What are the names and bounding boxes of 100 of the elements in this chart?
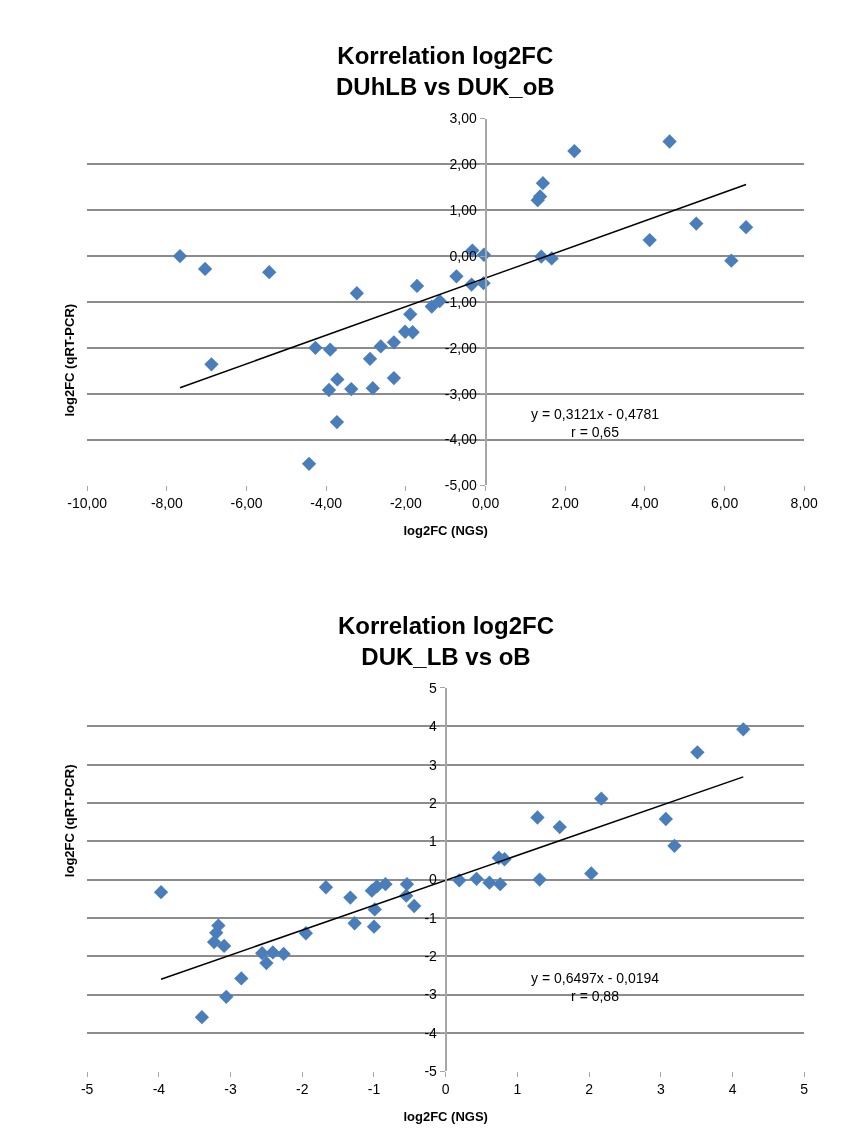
point [373,339,388,354]
point [469,871,484,886]
x-tick-label: 4 [728,1081,737,1097]
y-tick-label: 2 [429,794,438,811]
point [530,810,545,825]
x-tick-label: -8,00 [150,495,183,512]
x-tick-label: 0,00 [471,495,500,512]
x-tick-label: 3 [656,1081,665,1097]
y-tick-label: 5 [429,679,438,696]
point [276,946,291,962]
point [206,934,222,950]
point [432,293,447,309]
point [216,938,232,954]
x-tick-label: 8,00 [790,495,819,512]
x-tick-label: -4,00 [310,495,343,512]
x-tick-label: -2 [296,1081,309,1097]
y-tick-label: 1,00 [449,202,477,219]
y-tick-label: -3,00 [444,385,477,402]
y-tick-label: 4 [429,718,438,735]
y-axis-title: log2FC (qRT-PCR) [61,303,77,417]
point [386,335,402,350]
y-tick-label: -4,00 [444,431,477,448]
point [254,946,270,961]
x-tick-label: -1 [367,1081,381,1097]
point [344,381,359,397]
y-tick-label: -3 [424,986,438,1003]
point [407,898,422,914]
point [349,286,365,301]
point [153,885,169,900]
y-tick-label: 3 [429,756,438,773]
point [658,811,673,827]
x-tick-label: -6,00 [230,495,263,512]
annotation: y = 0,3121x - 0,4781 r = 0,65 [531,406,660,441]
point [219,989,234,1004]
point [594,791,609,806]
x-tick-label: -2,00 [389,495,423,512]
y-tick-label: -1,00 [444,293,477,310]
point [399,877,415,892]
point [535,176,551,191]
point [449,269,464,284]
x-tick-label: 2,00 [551,495,580,512]
point [194,1010,210,1025]
point [318,880,334,895]
point [738,220,754,235]
point [567,143,582,159]
point [424,299,439,314]
point [378,877,393,892]
point [197,261,213,277]
point [667,838,682,853]
point [323,342,338,357]
point [724,253,739,268]
y-tick-label: 3,00 [449,110,477,127]
point [262,265,277,280]
point [321,382,337,398]
x-tick-label: -4 [152,1081,166,1097]
point [689,216,704,231]
chart-title: Korrelation log2FC DUK_LB vs oB [338,612,555,671]
point [362,351,378,366]
point [308,340,323,355]
x-tick-label: 4,00 [631,495,659,512]
point [330,372,345,387]
y-tick-label: 0 [429,871,438,888]
point [584,866,599,881]
x-tick-label: 6,00 [710,495,739,512]
y-tick-label: -2,00 [444,339,477,356]
y-tick-label: 2,00 [449,156,477,173]
point [298,926,314,941]
point [301,456,317,471]
point [365,381,380,396]
y-tick-label: 1 [429,833,438,850]
point [493,877,508,892]
point [265,945,281,960]
x-tick-label: 5 [800,1081,809,1097]
point [366,919,382,934]
point [552,819,567,835]
point [234,971,249,986]
y-tick-label: -5,00 [444,477,477,494]
x-tick-label: -10,00 [67,495,108,512]
point [662,134,677,149]
point [347,916,362,931]
chart-title: Korrelation log2FC DUhLB vs DUK_oB [336,42,555,101]
x-tick-label: 1 [513,1081,522,1097]
y-tick-label: 0,00 [449,248,477,265]
x-axis-title: log2FC (NGS) [403,1108,488,1124]
x-tick-label: -3 [224,1081,238,1097]
point [690,745,705,760]
point [259,955,274,971]
point [204,357,219,372]
point [172,248,188,264]
x-tick-label: 2 [585,1081,594,1097]
point [736,722,751,737]
point [409,278,425,294]
point [403,307,418,322]
x-tick-label: -5 [80,1081,94,1097]
y-tick-label: -1 [424,909,438,926]
point [532,872,547,887]
y-tick-label: -4 [424,1024,438,1041]
y-tick-label: -2 [424,948,438,965]
point [386,370,402,386]
y-axis-title: log2FC (qRT-PCR) [62,764,77,878]
